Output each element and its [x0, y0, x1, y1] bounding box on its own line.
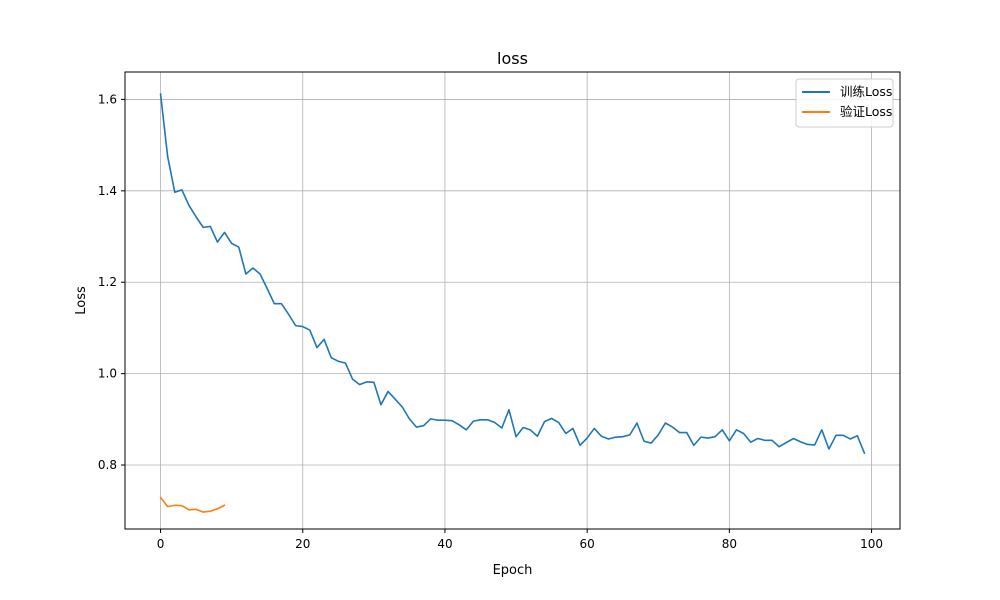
legend-label-train: 训练Loss [840, 84, 892, 99]
series-lines [159, 93, 866, 513]
y-tick-label: 1.0 [98, 367, 117, 381]
x-tick-label: 80 [722, 537, 737, 551]
legend: 训练Loss 验证Loss [795, 78, 894, 128]
y-tick-label: 0.8 [98, 458, 117, 472]
y-tick-label: 1.2 [98, 275, 117, 289]
y-tick-label: 1.4 [98, 184, 117, 198]
plot-frame [124, 71, 901, 530]
train-loss-line [159, 93, 866, 454]
x-tick-label: 40 [437, 537, 452, 551]
val-loss-line [159, 496, 226, 513]
y-ticks: 0.8 1.0 1.2 1.4 1.6 [98, 92, 125, 472]
y-tick-label: 1.6 [98, 92, 117, 106]
grid-lines [125, 72, 900, 529]
x-tick-label: 0 [157, 537, 165, 551]
x-ticks: 0 20 40 60 80 100 [157, 529, 883, 551]
x-axis-label: Epoch [493, 563, 533, 578]
legend-label-val: 验证Loss [840, 104, 892, 119]
x-tick-label: 100 [860, 537, 883, 551]
chart-title: loss [497, 49, 528, 68]
y-axis-label: Loss [74, 286, 89, 315]
x-tick-label: 20 [295, 537, 310, 551]
x-tick-label: 60 [580, 537, 595, 551]
